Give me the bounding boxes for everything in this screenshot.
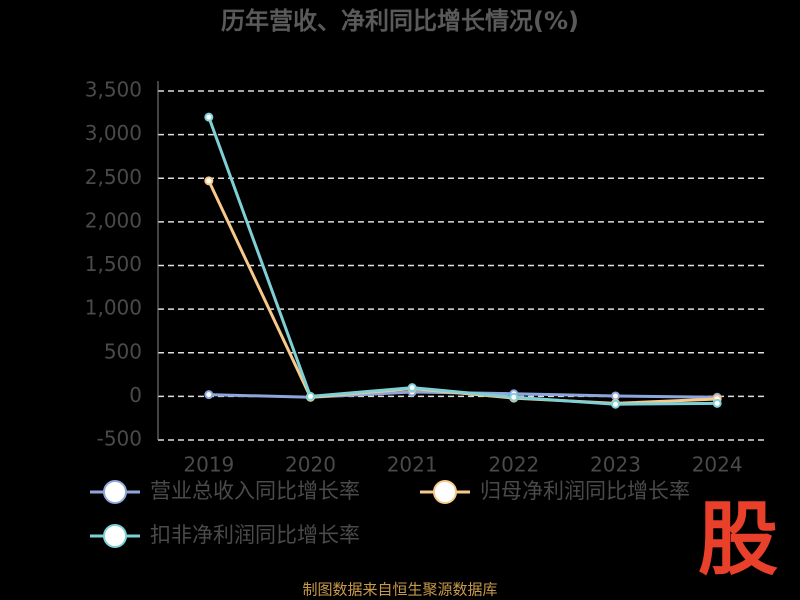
point bbox=[306, 391, 315, 401]
y-tick-label: 0 bbox=[129, 383, 142, 407]
point bbox=[509, 392, 519, 402]
legend-label: 归母净利润同比增长率 bbox=[480, 479, 690, 503]
legend-marker bbox=[103, 524, 127, 548]
point bbox=[204, 176, 214, 186]
legend-marker bbox=[433, 480, 457, 504]
y-tick-label: 1,000 bbox=[85, 296, 142, 320]
watermark: 股 bbox=[698, 493, 778, 586]
x-tick-label: 2024 bbox=[692, 453, 743, 477]
x-tick-label: 2020 bbox=[285, 453, 336, 477]
y-tick-label: 500 bbox=[104, 339, 142, 363]
legend-label: 扣非净利润同比增长率 bbox=[150, 523, 360, 547]
series-line bbox=[207, 180, 718, 405]
source-note: 制图数据来自恒生聚源数据库 bbox=[302, 581, 497, 599]
x-tick-label: 2019 bbox=[183, 453, 234, 477]
y-tick-label: 2,000 bbox=[85, 208, 142, 232]
point bbox=[204, 112, 214, 122]
series-line bbox=[207, 116, 718, 406]
point bbox=[611, 399, 620, 409]
x-tick-label: 2021 bbox=[387, 453, 438, 477]
y-tick-label: 2,500 bbox=[85, 165, 142, 189]
legend-marker bbox=[103, 480, 127, 504]
y-tick-label: 3,500 bbox=[85, 78, 142, 102]
x-tick-label: 2022 bbox=[488, 453, 539, 477]
point bbox=[204, 390, 214, 400]
legend-label: 营业总收入同比增长率 bbox=[150, 479, 360, 503]
y-tick-label: 1,500 bbox=[85, 252, 142, 276]
y-tick-label: -500 bbox=[97, 427, 142, 451]
point bbox=[407, 383, 417, 393]
point bbox=[712, 398, 722, 408]
chart-title: 历年营收、净利同比增长情况(%) bbox=[221, 7, 579, 35]
point bbox=[611, 391, 620, 401]
x-tick-label: 2023 bbox=[590, 453, 641, 477]
y-tick-label: 3,000 bbox=[85, 121, 142, 145]
